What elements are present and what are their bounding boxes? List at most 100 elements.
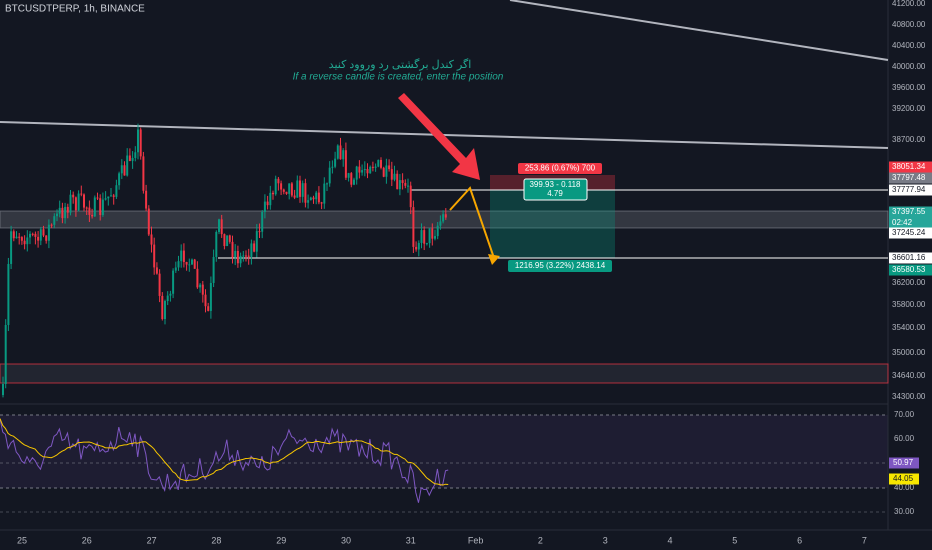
candle <box>169 293 172 296</box>
candle <box>39 229 42 241</box>
price-tick: 40400.00 <box>892 41 926 50</box>
rsi-line <box>0 418 449 503</box>
candle <box>371 166 374 168</box>
candle <box>20 237 23 241</box>
candle <box>212 256 215 283</box>
candle <box>172 270 175 294</box>
candle <box>204 294 207 307</box>
candle <box>385 165 388 177</box>
axes: 41200.00 40800.00 40400.00 40000.00 39600.00… <box>17 0 932 545</box>
candle <box>80 193 83 195</box>
price-badge-label: 02:42 <box>892 218 913 227</box>
candle <box>220 219 223 235</box>
candle <box>347 173 350 178</box>
candle <box>412 207 415 247</box>
price-tick: 40000.00 <box>892 62 926 71</box>
candle <box>366 168 369 174</box>
price-tick: 34300.00 <box>892 392 926 401</box>
entry-ratio: 4.79 <box>547 189 563 198</box>
candle <box>74 197 77 211</box>
rsi-badge <box>889 457 919 469</box>
candle <box>234 250 237 258</box>
price-tick: 35400.00 <box>892 323 926 332</box>
price-tick: 41200.00 <box>892 0 926 8</box>
annotation-fa: اگر کندل برگشتی رد وروود کنید <box>329 58 472 71</box>
projection-arrowhead <box>488 254 500 265</box>
price-badge-label: 37245.24 <box>892 228 926 237</box>
candle <box>253 243 256 252</box>
candle <box>91 214 94 217</box>
candle <box>66 206 69 213</box>
candle <box>93 197 96 217</box>
candle <box>374 166 377 168</box>
candle <box>34 233 37 237</box>
candle <box>274 178 277 195</box>
candle <box>2 384 4 395</box>
candle <box>242 255 245 257</box>
candle <box>304 183 307 203</box>
candle <box>64 206 67 219</box>
candle <box>56 213 58 217</box>
candle <box>320 202 323 204</box>
price-tick: 34640.00 <box>892 371 926 380</box>
candle <box>358 166 361 173</box>
time-tick: 26 <box>82 535 92 545</box>
candle <box>201 284 204 295</box>
candle <box>7 263 10 325</box>
price-badge <box>889 264 932 276</box>
candle <box>4 324 7 385</box>
candle <box>218 219 220 232</box>
candle <box>331 166 334 168</box>
candle <box>293 195 296 198</box>
candle <box>301 183 304 197</box>
candle <box>309 197 312 201</box>
candle <box>61 207 64 219</box>
candle <box>369 166 372 174</box>
candle <box>272 192 274 195</box>
candle <box>188 264 191 266</box>
candle <box>255 231 258 252</box>
candle <box>396 173 399 190</box>
candle <box>126 155 129 176</box>
entry-box <box>523 178 588 201</box>
time-tick: 2 <box>538 535 543 545</box>
candle <box>10 231 13 264</box>
candle <box>26 237 29 245</box>
candle <box>277 178 280 184</box>
candle <box>50 224 53 226</box>
candle <box>110 195 112 197</box>
candle <box>226 235 229 247</box>
candles <box>2 123 447 398</box>
candle <box>145 190 148 209</box>
candle <box>12 231 15 239</box>
candle <box>231 241 234 258</box>
candle <box>209 282 212 311</box>
candle <box>31 233 34 235</box>
candle <box>166 295 169 302</box>
rsi-tick: 40.00 <box>894 483 915 492</box>
price-badge <box>889 217 932 229</box>
time-tick: 30 <box>341 535 351 545</box>
candle <box>398 180 401 190</box>
candle <box>99 198 102 215</box>
candle <box>245 255 247 257</box>
rsi-tick: 70.00 <box>894 410 915 419</box>
candle <box>336 145 339 159</box>
rsi-tick: 60.00 <box>894 434 915 443</box>
candle <box>263 201 266 212</box>
time-tick: Feb <box>468 535 484 545</box>
candle <box>123 165 126 176</box>
candle <box>147 208 150 235</box>
candle <box>415 246 418 250</box>
candle <box>115 185 118 197</box>
candle <box>137 129 139 153</box>
candle <box>266 201 269 206</box>
candle <box>72 194 75 198</box>
candle <box>288 183 291 194</box>
annotation-en: If a reverse candle is created, enter th… <box>293 72 504 83</box>
candle <box>377 159 380 167</box>
candle <box>215 231 218 257</box>
price-badge <box>889 184 932 196</box>
price-badge <box>889 252 932 264</box>
candle <box>428 228 431 244</box>
